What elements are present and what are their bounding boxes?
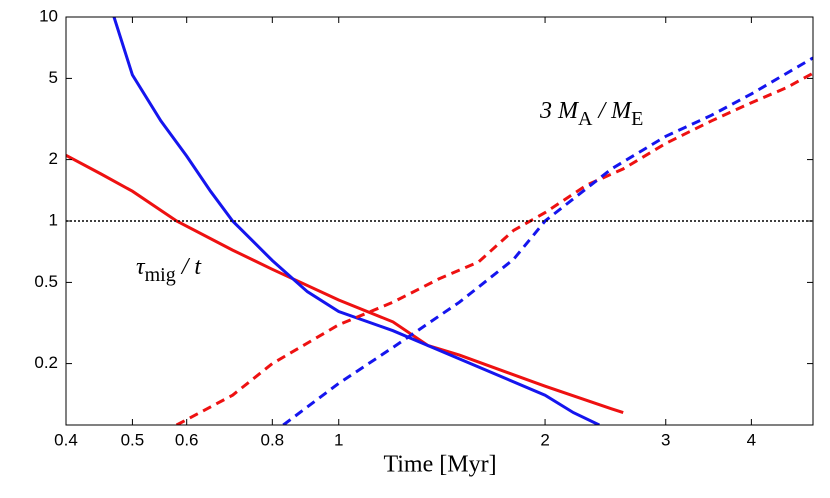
y-tick-label: 0.5: [34, 272, 58, 291]
annotation-part: mig: [145, 264, 176, 286]
y-tick-label: 0.2: [34, 353, 58, 372]
x-tick-label: 4: [747, 430, 756, 449]
annotation-part: / t: [176, 254, 203, 280]
x-tick-label: 0.8: [260, 430, 284, 449]
y-tick-label: 5: [49, 68, 58, 87]
series-line: [66, 153, 624, 415]
plot-area: [66, 17, 813, 425]
annotation: 3 MA / ME: [539, 98, 643, 130]
x-tick-label: 0.5: [121, 430, 145, 449]
x-tick-label: 2: [540, 430, 549, 449]
annotation: τmig / t: [136, 254, 202, 286]
series-line: [282, 56, 813, 425]
annotation-part: A: [578, 108, 593, 130]
y-tick-label: 2: [49, 149, 58, 168]
x-tick-label: 1: [334, 430, 343, 449]
x-tick-label: 0.6: [175, 430, 199, 449]
annotation-part: τ: [136, 254, 146, 280]
series-line: [175, 71, 813, 425]
annotation-part: 3 M: [539, 98, 580, 124]
y-tick-label: 1: [49, 210, 58, 229]
annotation-part: E: [631, 108, 643, 130]
series-line: [112, 17, 600, 425]
x-tick-label: 0.4: [54, 430, 78, 449]
x-axis-label: Time [Myr]: [383, 452, 496, 478]
y-tick-label: 10: [39, 6, 58, 25]
annotation-part: / M: [592, 98, 633, 124]
x-tick-label: 3: [661, 430, 670, 449]
